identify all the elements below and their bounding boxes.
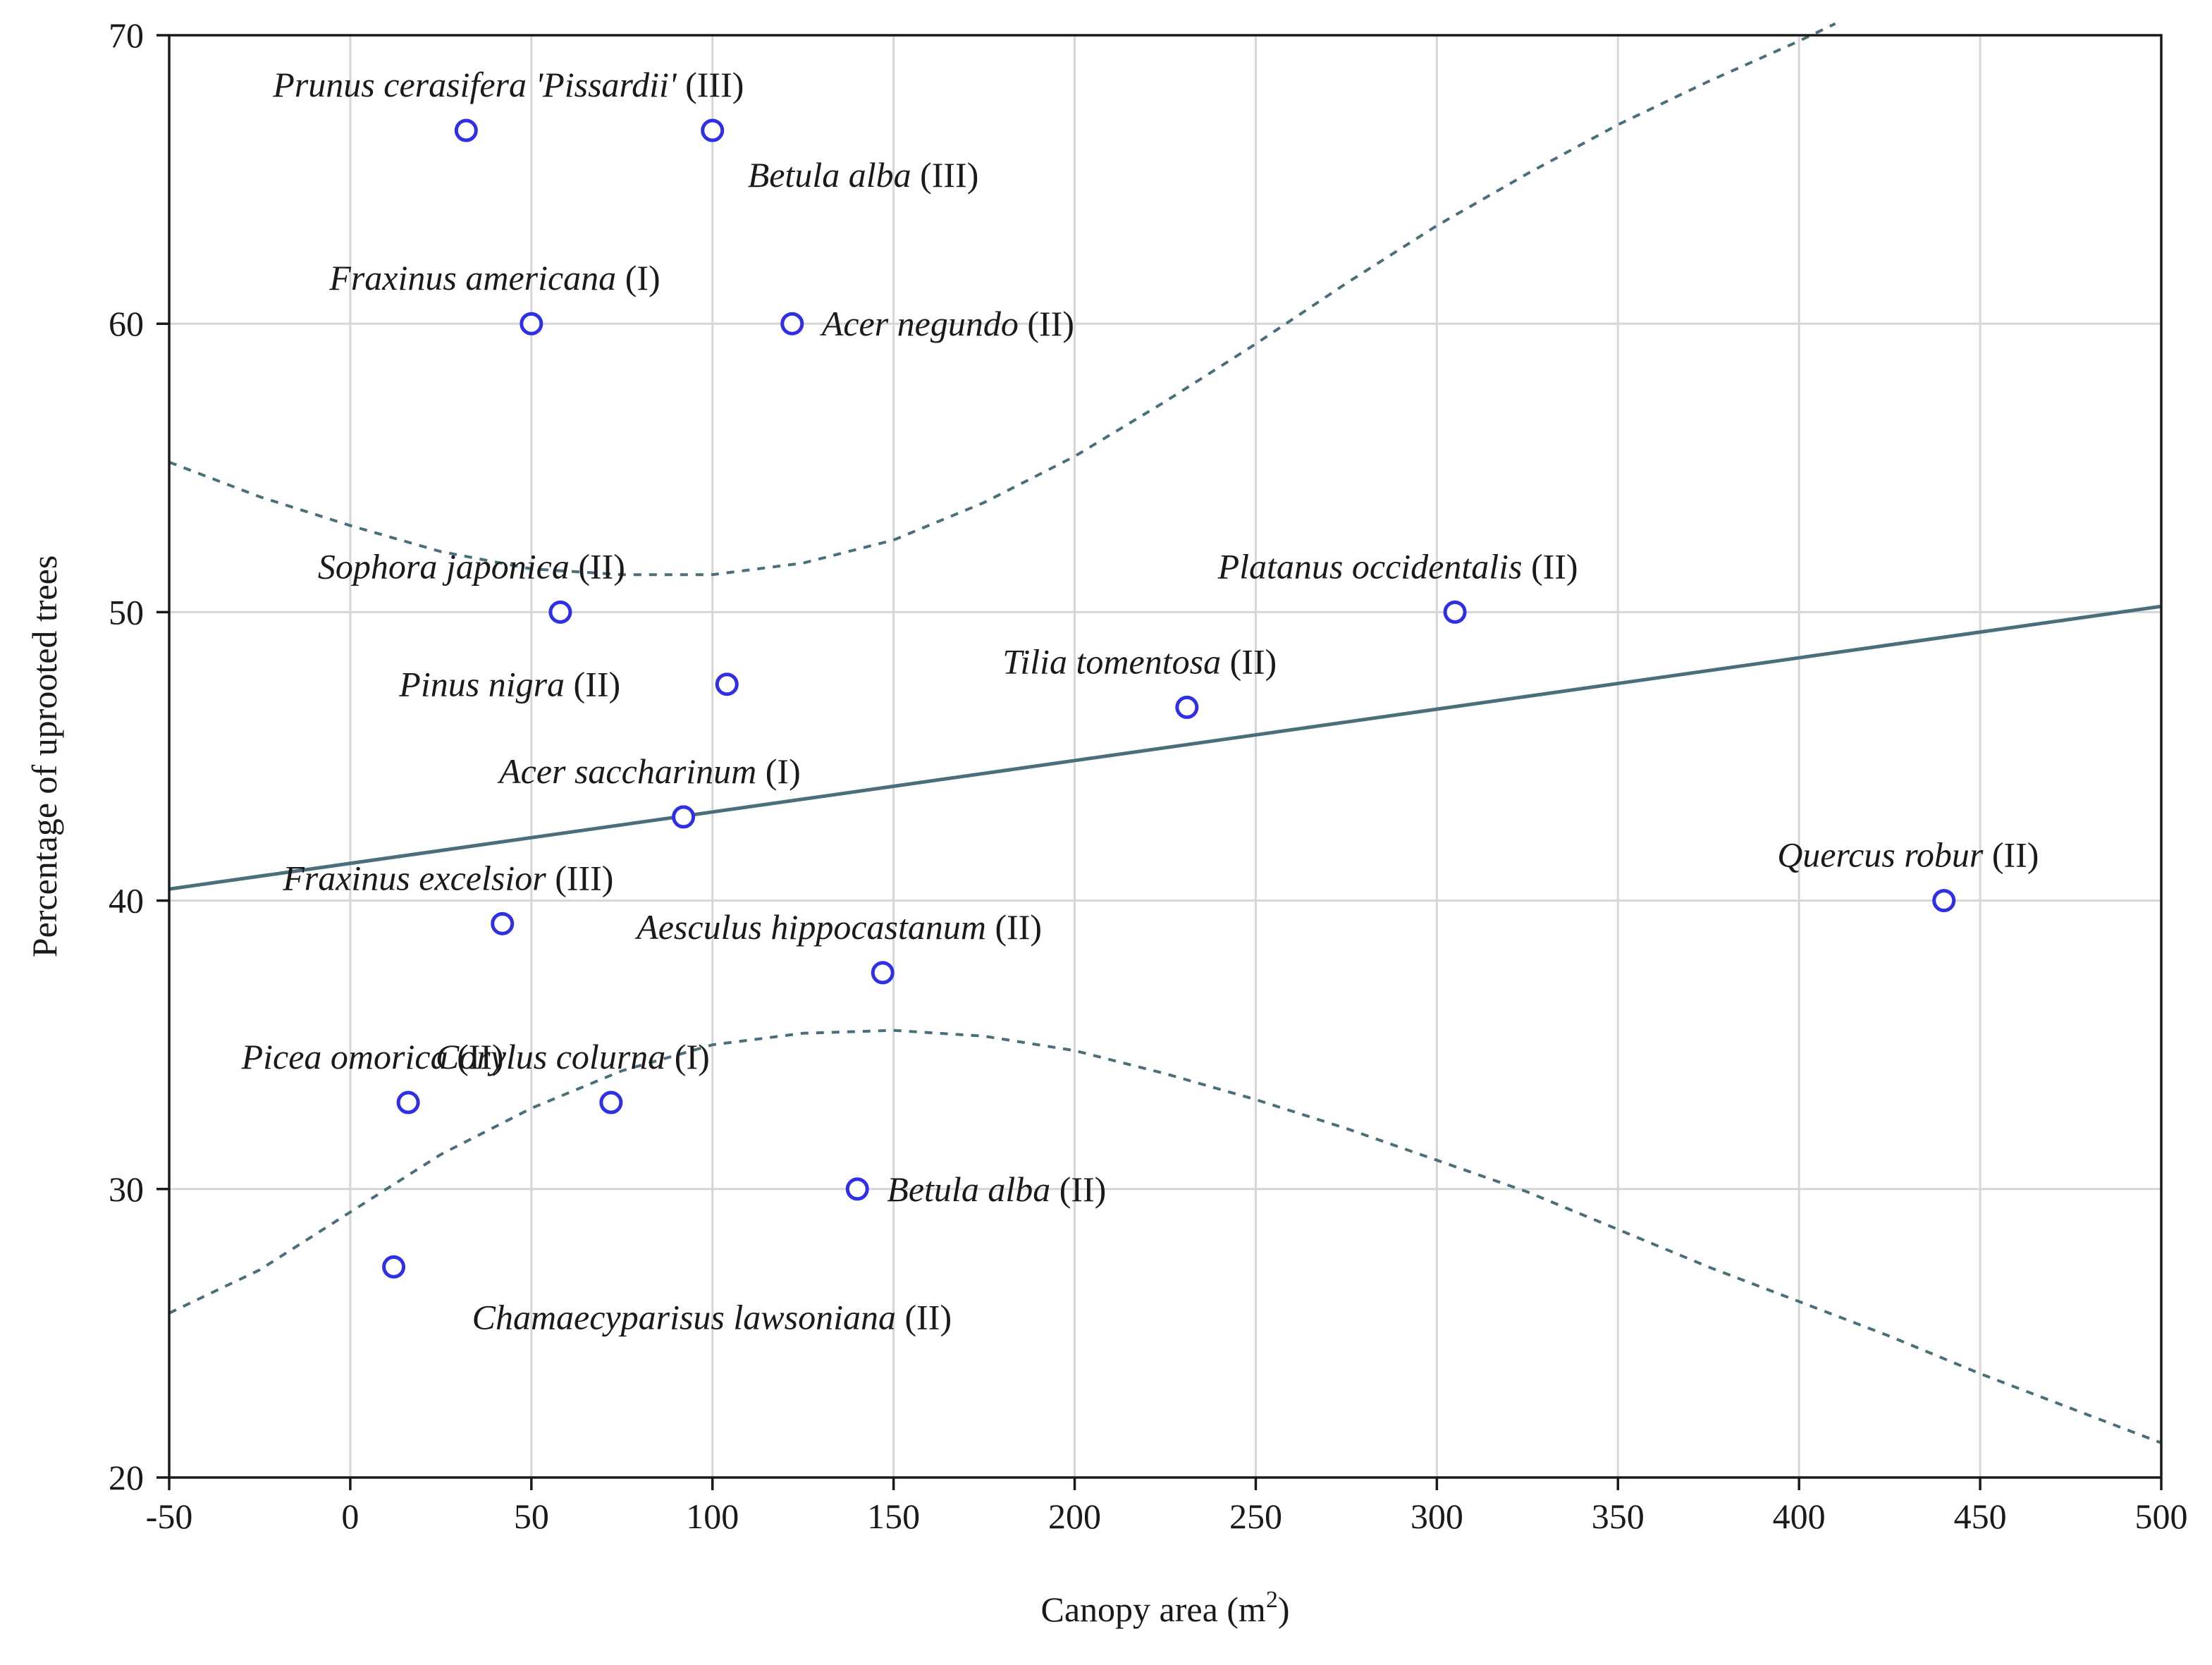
point-label: Acer saccharinum (I): [497, 751, 801, 791]
species-name: Prunus cerasifera 'Pissardii': [272, 65, 677, 104]
x-tick-label: 450: [1954, 1497, 2007, 1536]
axis-ticks: -50 0 50 100 150 200 250 300 350 400 450 500 20 30 40 5…: [109, 16, 2188, 1536]
confidence-upper-line: [168, 22, 1836, 577]
x-tick-label: 50: [514, 1497, 549, 1536]
y-tick-label: 70: [109, 16, 144, 55]
data-point: [845, 1177, 869, 1201]
x-axis-title-end: ): [1278, 1590, 1290, 1629]
data-point: [1175, 695, 1199, 719]
y-tick-label: 40: [109, 881, 144, 921]
species-name: Tilia tomentosa: [1002, 641, 1221, 681]
x-tick-label: 250: [1229, 1497, 1282, 1536]
x-tick-label: 150: [867, 1497, 920, 1536]
data-point: [780, 312, 804, 336]
point-label: Sophora japonica (II): [318, 546, 625, 586]
species-name: Quercus robur: [1777, 835, 1984, 875]
group-label: (II): [1983, 835, 2039, 875]
x-tick-label: 350: [1592, 1497, 1645, 1536]
grid: [169, 35, 2161, 1477]
x-tick-label: 500: [2135, 1497, 2188, 1536]
species-name: Fraxinus americana: [328, 258, 616, 297]
data-point: [454, 118, 478, 142]
group-label: (III): [546, 858, 614, 897]
group-label: (II): [1522, 546, 1578, 586]
species-name: Picea omorica: [241, 1037, 448, 1076]
group-label: (II): [565, 665, 620, 704]
point-label: Corylus colurna (I): [436, 1037, 710, 1076]
y-tick-label: 50: [109, 592, 144, 632]
species-name: Acer saccharinum: [497, 751, 756, 791]
point-label: Aesculus hippocastanum (II): [634, 907, 1042, 947]
point-label: Betula alba (III): [748, 155, 979, 195]
species-name: Aesculus hippocastanum: [634, 907, 986, 947]
point-labels: Prunus cerasifera 'Pissardii' (III)Betul…: [241, 65, 2039, 1337]
data-point: [701, 118, 725, 142]
data-point: [672, 805, 696, 829]
point-label: Prunus cerasifera 'Pissardii' (III): [272, 65, 744, 104]
species-name: Platanus occidentalis: [1217, 546, 1523, 586]
point-label: Picea omorica (II): [241, 1037, 504, 1076]
data-point: [871, 961, 895, 985]
group-label: (II): [896, 1297, 952, 1337]
group-label: (I): [756, 751, 800, 791]
point-label: Chamaecyparisus lawsoniana (II): [472, 1297, 952, 1337]
data-point: [1443, 600, 1467, 624]
plot-frame: [168, 34, 2163, 1479]
x-tick-label: 400: [1773, 1497, 1826, 1536]
point-label: Quercus robur (II): [1777, 835, 2039, 875]
x-tick-label: 300: [1411, 1497, 1463, 1536]
species-name: Acer negundo: [820, 304, 1019, 343]
species-name: Pinus nigra: [398, 665, 565, 704]
group-label: (I): [616, 258, 660, 297]
data-point: [382, 1255, 406, 1279]
data-points: [382, 118, 1956, 1279]
data-point: [396, 1090, 420, 1114]
x-axis-title-main: Canopy area (m: [1041, 1590, 1266, 1629]
species-name: Betula alba: [748, 155, 911, 195]
group-label: (III): [911, 155, 979, 195]
species-name: Corylus colurna: [436, 1037, 665, 1076]
species-name: Betula alba: [887, 1169, 1050, 1209]
group-label: (II): [570, 546, 625, 586]
y-tick-label: 30: [109, 1169, 144, 1209]
x-tick-label: 100: [686, 1497, 739, 1536]
x-tick-label: -50: [146, 1497, 193, 1536]
y-axis-title: Percentage of uprooted trees: [25, 555, 64, 958]
point-label: Fraxinus excelsior (III): [282, 858, 613, 897]
group-label: (II): [1221, 641, 1277, 681]
group-label: (II): [1019, 304, 1074, 343]
data-point: [548, 600, 572, 624]
group-label: (II): [986, 907, 1042, 947]
data-point: [491, 911, 515, 935]
group-label: (III): [677, 65, 744, 104]
point-label: Fraxinus americana (I): [328, 258, 660, 297]
x-tick-label: 200: [1048, 1497, 1101, 1536]
point-label: Tilia tomentosa (II): [1002, 641, 1277, 681]
confidence-lower-line: [168, 1028, 2162, 1444]
data-point: [715, 672, 739, 696]
regression-line: [168, 604, 2162, 891]
data-point: [1932, 889, 1956, 913]
data-point: [599, 1090, 623, 1114]
x-axis-title-sup: 2: [1266, 1587, 1278, 1613]
point-label: Betula alba (II): [887, 1169, 1106, 1209]
confidence-band: [168, 22, 2162, 1444]
group-label: (I): [665, 1037, 709, 1076]
species-name: Sophora japonica: [318, 546, 570, 586]
group-label: (II): [448, 1037, 504, 1076]
point-label: Acer negundo (II): [820, 304, 1074, 343]
data-point: [520, 312, 543, 336]
point-label: Platanus occidentalis (II): [1217, 546, 1578, 586]
group-label: (II): [1050, 1169, 1106, 1209]
point-label: Pinus nigra (II): [398, 665, 620, 704]
x-tick-label: 0: [341, 1497, 359, 1536]
y-tick-label: 60: [109, 304, 144, 343]
species-name: Fraxinus excelsior: [282, 858, 546, 897]
species-name: Chamaecyparisus lawsoniana: [472, 1297, 896, 1337]
y-tick-label: 20: [109, 1458, 144, 1497]
x-axis-title: Canopy area (m2): [1041, 1587, 1290, 1629]
